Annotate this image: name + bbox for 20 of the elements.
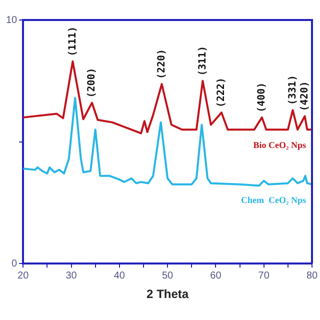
x-tick-label: 60 (210, 270, 222, 282)
x-axis-title: 2 Theta (146, 287, 189, 302)
x-tick-label: 80 (306, 270, 318, 282)
series-label: Chem CeO₂ Nps (241, 194, 306, 205)
x-tick-label: 70 (258, 270, 270, 282)
annotation: (220) (156, 48, 168, 80)
annotation: (311) (197, 46, 208, 76)
annotation: (400) (256, 82, 268, 112)
annotation: (420) (299, 81, 310, 112)
y-tick-label: 0 (12, 258, 18, 270)
x-tick-label: 20 (18, 270, 30, 282)
x-tick-label: 50 (162, 270, 174, 282)
annotation: (200) (86, 68, 98, 98)
annotation: (331) (287, 75, 298, 106)
y-tick-label: 10 (6, 14, 18, 26)
annotation: (222) (216, 77, 228, 108)
x-tick-label: 40 (114, 270, 126, 282)
x-tick-label: 30 (66, 270, 78, 282)
annotation: (111) (67, 26, 78, 56)
series-label: Bio CeO₂ Nps (253, 140, 306, 150)
